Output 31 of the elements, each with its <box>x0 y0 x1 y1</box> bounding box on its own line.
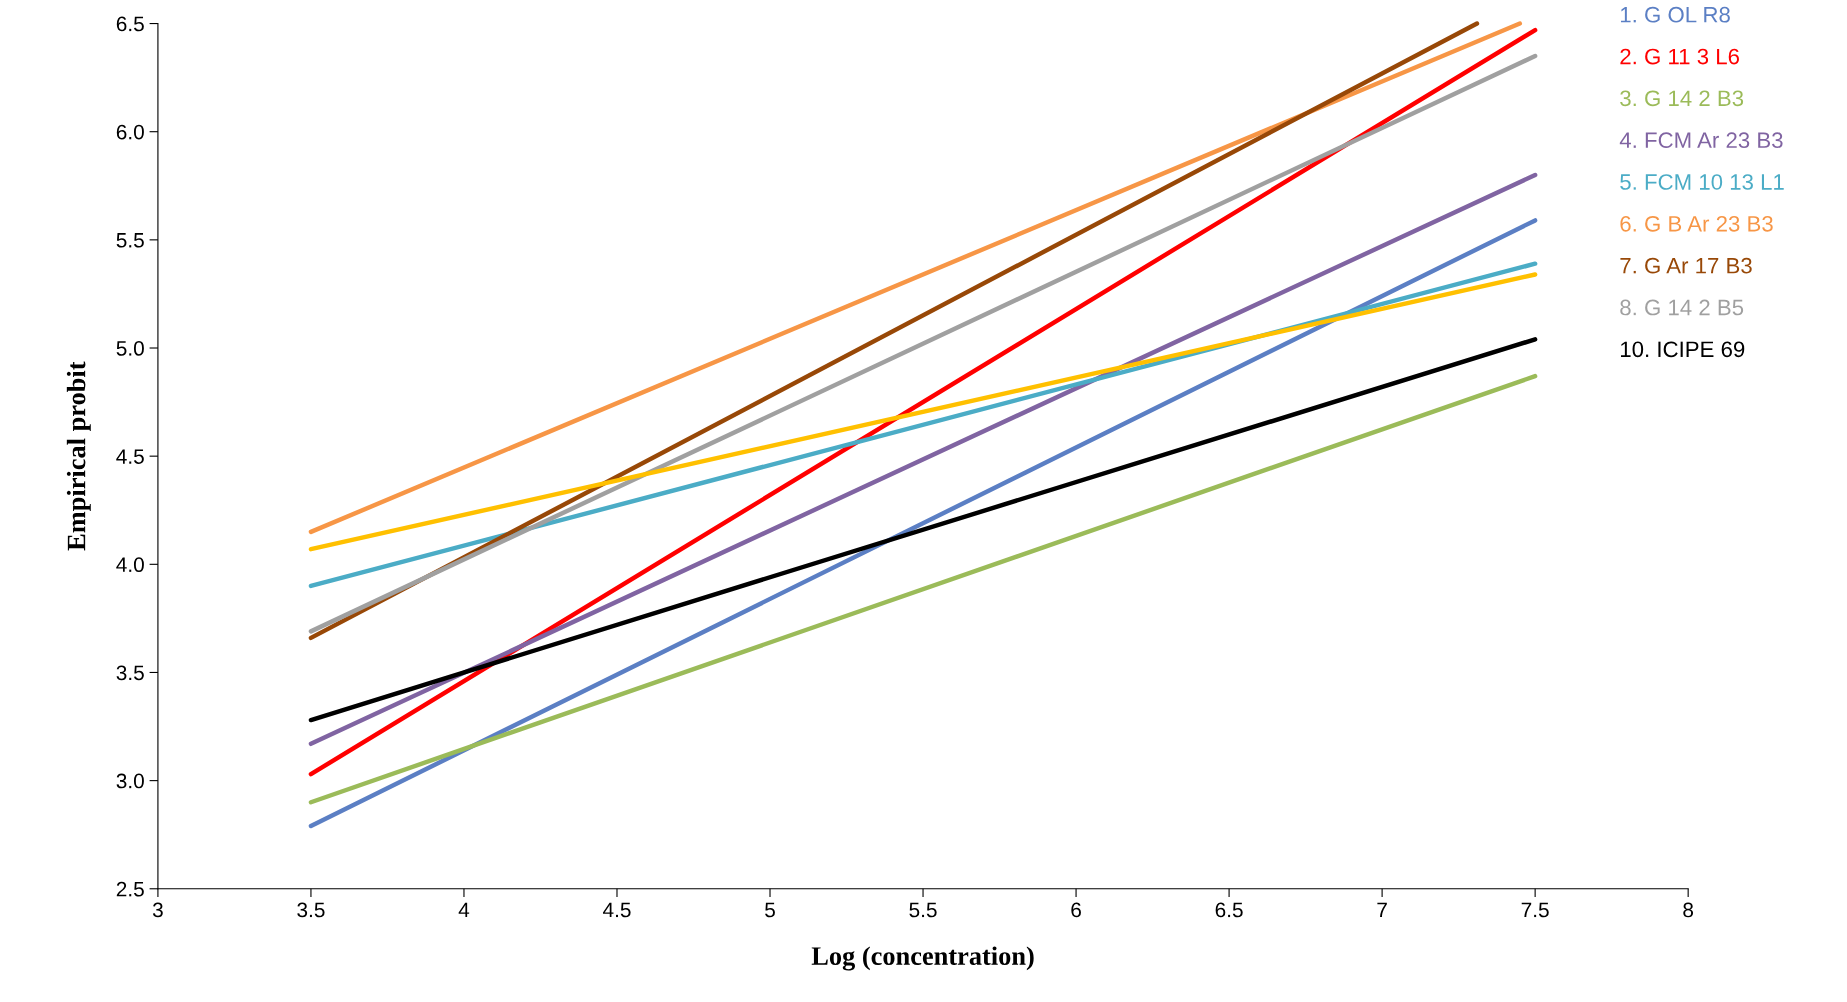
x-tick-label: 4.5 <box>602 902 631 918</box>
y-tick-label: 5.0 <box>116 341 144 356</box>
y-tick-label: 6.0 <box>116 124 144 140</box>
x-axis-title: Log (concentration) <box>811 946 1034 971</box>
text: 2. G 11 3 L6 <box>1620 48 1739 65</box>
x-tick-label: 3 <box>152 902 163 918</box>
y-tick-label: 3.5 <box>116 665 144 681</box>
x-tick-label: 3.5 <box>297 902 325 918</box>
text: 7. G Ar 17 B3 <box>1620 257 1752 274</box>
x-tick-label: 6.5 <box>1215 902 1243 918</box>
text: 5. FCM 10 13 L1 <box>1620 174 1784 190</box>
x-tick-label: 7 <box>1377 902 1387 918</box>
text: 1. G OL R8 <box>1620 6 1730 23</box>
x-tick-label: 7.5 <box>1521 902 1549 918</box>
y-tick-label: 4.0 <box>116 557 144 573</box>
text: 10. ICIPE 69 <box>1620 341 1745 358</box>
text: 6. G B Ar 23 B3 <box>1620 215 1773 232</box>
text: 4. FCM Ar 23 B3 <box>1619 132 1783 149</box>
y-tick-label: 6.5 <box>116 16 144 32</box>
x-tick-label: 5.5 <box>909 902 937 918</box>
x-tick-label: 6 <box>1071 902 1081 918</box>
y-axis-title: Empirical probit <box>66 361 91 551</box>
y-tick-label: 5.5 <box>116 233 144 248</box>
y-tick-label: 2.5 <box>116 881 144 897</box>
y-tick-label: 4.5 <box>116 449 144 464</box>
text: 8. G 14 2 B5 <box>1620 299 1744 316</box>
text: 3. G 14 2 B3 <box>1620 90 1744 107</box>
x-tick-label: 8 <box>1683 902 1694 918</box>
y-tick-label: 3.0 <box>116 773 144 789</box>
x-tick-label: 5 <box>765 902 775 918</box>
x-tick-label: 4 <box>458 902 470 918</box>
